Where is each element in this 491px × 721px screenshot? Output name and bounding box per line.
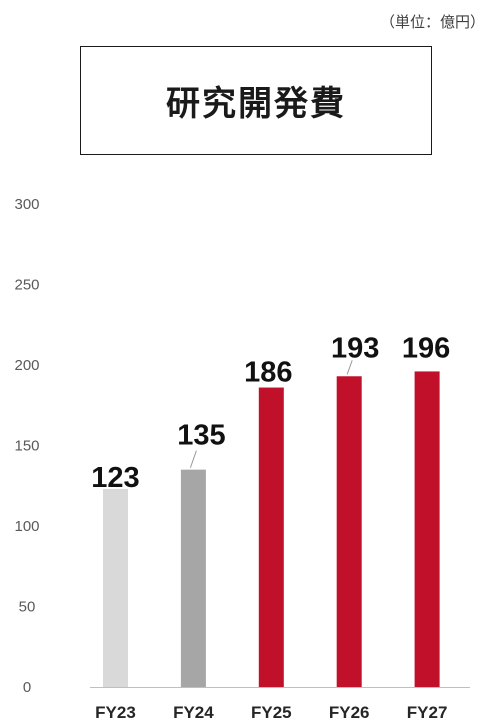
chart-title-box: 研究開発費 [80,46,432,155]
x-category-label-fy25: FY25 [251,703,292,721]
bars [103,371,440,687]
y-tick-label-200: 200 [14,357,39,374]
x-category-label-fy26: FY26 [329,703,370,721]
unit-label: （単位：億円） [379,14,485,31]
leader-line-fy24 [189,450,197,468]
data-label-fy27: 196 [402,332,450,364]
leader-lines [189,360,353,468]
y-tick-label-0: 0 [23,679,31,696]
x-category-label-fy24: FY24 [173,703,214,721]
chart-title: 研究開発費 [166,85,346,123]
y-tick-label-250: 250 [14,277,39,294]
data-label-fy25: 186 [244,357,292,389]
x-category-label-fy23: FY23 [95,703,136,721]
y-tick-label-100: 100 [14,518,39,535]
y-tick-label-300: 300 [14,196,39,213]
y-tick-label-150: 150 [14,438,39,455]
x-axis-category-labels: FY23 FY24 FY25 FY26 FY27 [95,703,447,721]
data-label-fy24: 135 [177,420,225,452]
bar-fy25 [258,387,284,687]
bar-fy26 [336,376,362,687]
bar-fy23 [103,488,128,687]
data-label-fy26: 193 [331,332,379,364]
data-label-fy23: 123 [91,462,139,494]
x-category-label-fy27: FY27 [407,703,448,721]
y-axis-tick-labels: 0 50 100 150 200 250 300 [14,196,39,696]
y-tick-label-50: 50 [19,599,36,616]
data-labels: 123 135 186 193 196 [91,332,450,494]
bar-fy24 [180,469,206,687]
leader-line-fy26 [346,360,353,375]
bar-fy27 [414,371,440,687]
